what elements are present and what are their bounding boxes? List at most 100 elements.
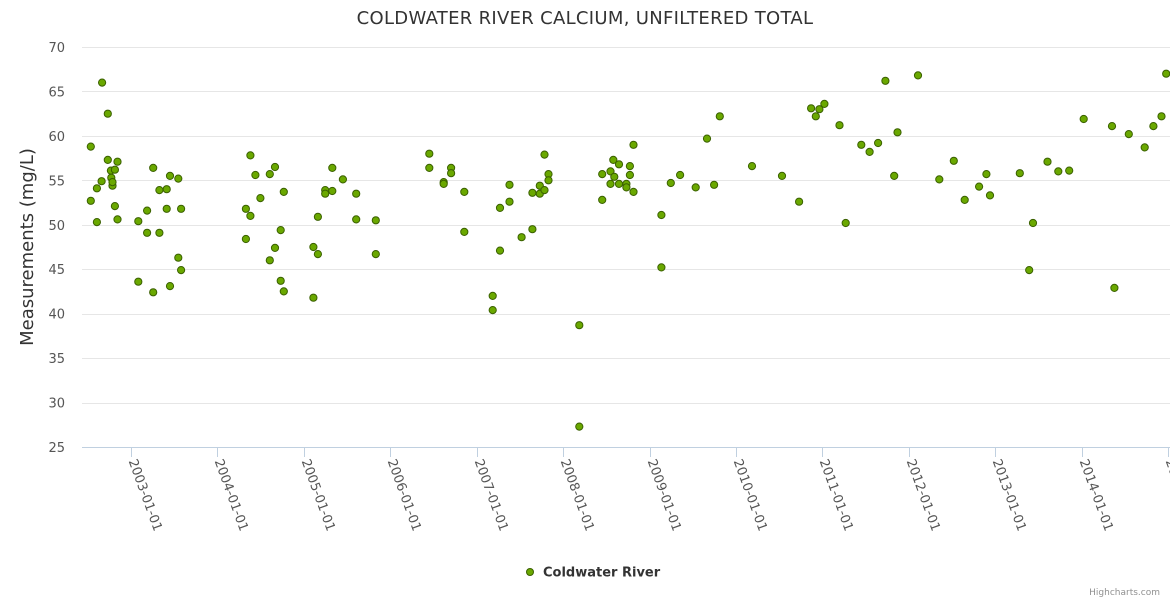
data-point[interactable] (540, 186, 549, 195)
data-point[interactable] (309, 242, 318, 252)
data-point[interactable] (598, 195, 607, 204)
data-point[interactable] (103, 109, 112, 118)
data-point[interactable] (276, 276, 285, 285)
data-point[interactable] (110, 202, 120, 211)
data-point[interactable] (155, 228, 164, 237)
data-point[interactable] (517, 233, 526, 242)
data-point[interactable] (1149, 122, 1158, 131)
data-point[interactable] (1054, 167, 1063, 176)
data-point[interactable] (321, 189, 330, 198)
data-point[interactable] (265, 170, 274, 179)
data-point[interactable] (86, 196, 95, 205)
data-point[interactable] (143, 206, 152, 215)
data-point[interactable] (657, 263, 666, 272)
data-point[interactable] (747, 162, 757, 171)
data-point[interactable] (488, 291, 497, 300)
data-point[interactable] (881, 76, 890, 85)
data-point[interactable] (134, 277, 143, 286)
data-point[interactable] (1043, 157, 1052, 166)
data-point[interactable] (246, 211, 255, 220)
legend-item-label[interactable]: Coldwater River (543, 566, 661, 581)
data-point[interactable] (103, 155, 112, 164)
data-point[interactable] (666, 178, 675, 188)
data-point[interactable] (177, 204, 186, 213)
data-point[interactable] (795, 197, 804, 206)
data-point[interactable] (309, 293, 318, 302)
data-point[interactable] (149, 288, 158, 297)
data-point[interactable] (165, 282, 175, 291)
data-point[interactable] (777, 171, 787, 180)
data-point[interactable] (505, 197, 514, 206)
data-point[interactable] (265, 256, 274, 265)
data-point[interactable] (982, 170, 991, 179)
data-point[interactable] (162, 185, 171, 194)
data-point[interactable] (313, 212, 322, 221)
data-point[interactable] (425, 163, 434, 172)
data-point[interactable] (609, 155, 618, 164)
data-point[interactable] (614, 179, 624, 188)
data-point[interactable] (1110, 283, 1119, 292)
data-point[interactable] (488, 306, 497, 315)
data-point[interactable] (528, 225, 537, 234)
data-point[interactable] (985, 191, 995, 200)
data-point[interactable] (460, 227, 469, 236)
data-point[interactable] (528, 188, 537, 197)
data-point[interactable] (505, 180, 514, 189)
credits-link[interactable]: Highcharts.com (1089, 588, 1160, 598)
data-point[interactable] (1015, 169, 1024, 178)
data-point[interactable] (495, 246, 505, 255)
data-point[interactable] (313, 250, 322, 259)
data-point[interactable] (1025, 266, 1034, 275)
data-point[interactable] (251, 170, 260, 180)
data-point[interactable] (270, 162, 280, 172)
data-point[interactable] (1162, 69, 1170, 78)
data-point[interactable] (629, 187, 638, 196)
data-point[interactable] (913, 71, 923, 80)
data-point[interactable] (86, 142, 95, 151)
data-point[interactable] (614, 160, 624, 169)
data-point[interactable] (629, 140, 638, 149)
data-point[interactable] (279, 287, 288, 296)
data-point[interactable] (1065, 166, 1074, 175)
data-point[interactable] (155, 186, 164, 195)
data-point[interactable] (162, 204, 171, 213)
data-point[interactable] (371, 250, 380, 259)
data-point[interactable] (606, 179, 615, 188)
data-point[interactable] (425, 149, 434, 158)
data-point[interactable] (460, 187, 469, 196)
data-point[interactable] (874, 138, 883, 148)
data-point[interactable] (960, 195, 969, 204)
data-point[interactable] (174, 174, 183, 183)
data-point[interactable] (865, 147, 874, 156)
data-point[interactable] (890, 171, 899, 180)
data-point[interactable] (241, 204, 250, 213)
data-point[interactable] (606, 167, 615, 176)
data-point[interactable] (975, 182, 984, 191)
data-point[interactable] (1140, 143, 1149, 152)
data-point[interactable] (540, 150, 549, 159)
data-point[interactable] (820, 99, 829, 109)
data-point[interactable] (807, 104, 816, 113)
data-point[interactable] (715, 112, 724, 121)
data-point[interactable] (841, 218, 850, 228)
data-point[interactable] (857, 140, 866, 149)
data-point[interactable] (279, 187, 288, 196)
data-point[interactable] (149, 163, 158, 172)
data-point[interactable] (1107, 122, 1117, 131)
data-point[interactable] (893, 128, 902, 137)
legend[interactable]: Coldwater River (526, 566, 661, 581)
data-point[interactable] (143, 228, 152, 237)
data-point[interactable] (622, 183, 631, 192)
data-point[interactable] (676, 170, 685, 180)
data-point[interactable] (691, 183, 700, 192)
data-point[interactable] (625, 162, 635, 171)
data-point[interactable] (625, 170, 635, 180)
data-point[interactable] (544, 176, 553, 185)
data-point[interactable] (702, 134, 712, 143)
data-point[interactable] (270, 243, 280, 252)
data-point[interactable] (174, 253, 183, 262)
data-point[interactable] (371, 216, 380, 225)
data-point[interactable] (710, 180, 719, 189)
data-point[interactable] (92, 218, 102, 227)
data-point[interactable] (328, 186, 337, 196)
